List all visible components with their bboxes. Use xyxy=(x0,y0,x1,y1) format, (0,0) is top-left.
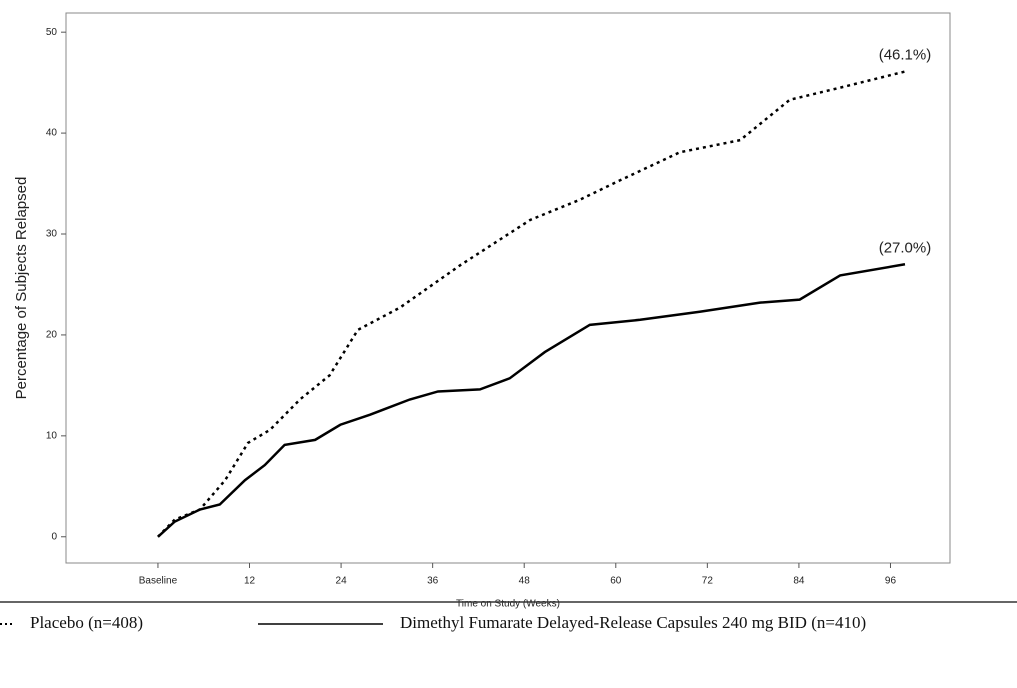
end-annotation: (27.0%) xyxy=(879,239,932,256)
y-tick-label: 30 xyxy=(46,229,58,240)
plot-frame xyxy=(65,12,951,564)
legend-entry: Dimethyl Fumarate Delayed-Release Capsul… xyxy=(400,613,867,632)
x-tick-label: 36 xyxy=(427,576,439,587)
y-axis-label: Percentage of Subjects Relapsed xyxy=(13,177,30,400)
x-tick-label: Baseline xyxy=(139,576,178,587)
x-tick-label: 60 xyxy=(610,576,622,587)
end-annotation: (46.1%) xyxy=(879,47,932,64)
x-tick-label: 12 xyxy=(244,576,256,587)
legend-entry: Placebo (n=408) xyxy=(30,613,143,632)
x-axis-label: Time on Study (Weeks) xyxy=(456,599,560,610)
y-tick-label: 50 xyxy=(46,27,58,38)
y-tick-label: 20 xyxy=(46,330,58,341)
x-tick-label: 96 xyxy=(885,576,897,587)
y-tick-label: 10 xyxy=(46,430,58,441)
x-tick-label: 24 xyxy=(336,576,348,587)
y-tick-label: 0 xyxy=(51,531,57,542)
x-tick-label: 84 xyxy=(793,576,805,587)
y-tick-label: 40 xyxy=(46,128,58,139)
series-line xyxy=(157,263,906,538)
x-tick-label: 72 xyxy=(702,576,714,587)
series-line xyxy=(157,70,906,538)
x-tick-label: 48 xyxy=(519,576,531,587)
